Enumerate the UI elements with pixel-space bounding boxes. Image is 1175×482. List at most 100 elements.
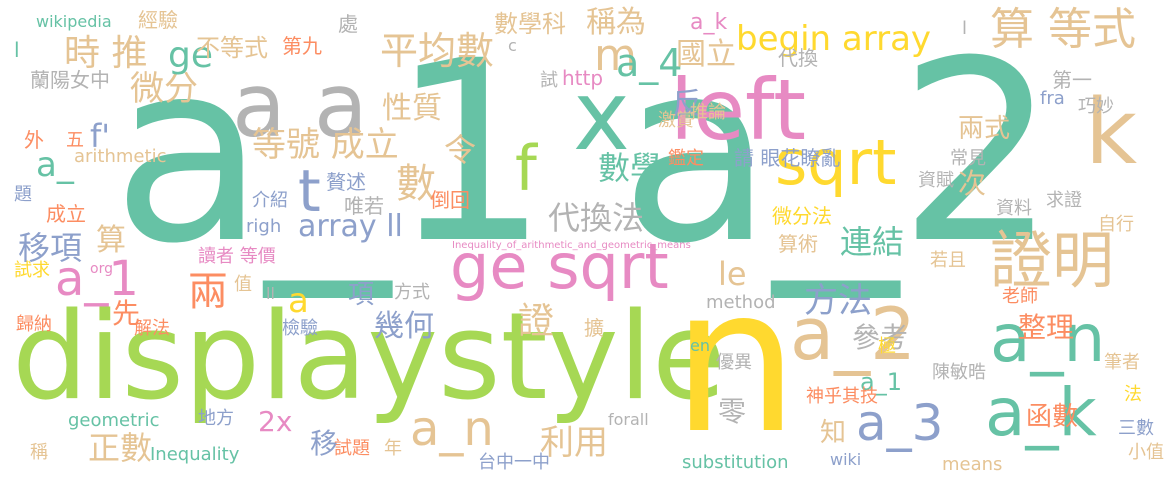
cloud-word: 歸納 — [16, 314, 52, 335]
cloud-word: 唯若 — [344, 194, 384, 218]
cloud-word: 算 — [96, 223, 126, 258]
cloud-word: left — [670, 61, 807, 159]
cloud-word: a_n — [410, 401, 494, 457]
cloud-word: 平均數 — [380, 29, 495, 73]
cloud-word: Inequality_of_arithmetic_and_geometric_m… — [452, 240, 691, 251]
cloud-word: 整理 — [1018, 311, 1075, 344]
cloud-word: 五 — [66, 130, 84, 151]
cloud-word: 自行 — [1098, 214, 1134, 235]
cloud-word: 若且 — [930, 250, 966, 271]
cloud-word: 代換 — [778, 46, 818, 70]
cloud-word: 連結 — [840, 223, 905, 261]
cloud-word: 證明 — [990, 224, 1115, 297]
cloud-word: wiki — [830, 450, 862, 469]
cloud-word: 優異 — [716, 352, 752, 373]
cloud-word: 外 — [24, 128, 44, 152]
cloud-word: 微分法 — [772, 204, 832, 228]
cloud-word: 處 — [338, 12, 358, 36]
cloud-word: k — [1085, 80, 1138, 185]
cloud-word: a_4 — [616, 41, 683, 85]
cloud-word: 檢驗 — [282, 318, 318, 339]
cloud-word: 第一 — [1052, 68, 1092, 92]
cloud-word: 台中一中 — [478, 452, 550, 473]
cloud-word: 法 — [1124, 384, 1142, 405]
cloud-word: 神乎其技 — [806, 386, 878, 407]
cloud-word: 數學科 — [494, 10, 566, 38]
cloud-word: ll — [266, 284, 275, 303]
cloud-word: forall — [608, 410, 649, 429]
cloud-word: a a — [232, 54, 368, 157]
cloud-word: f — [515, 132, 537, 205]
cloud-word: righ — [246, 216, 282, 237]
cloud-word: Inequality — [150, 444, 240, 465]
cloud-word: 算 等式 — [990, 4, 1136, 55]
cloud-word: displaystyle — [12, 288, 726, 427]
cloud-word: 贅述 — [326, 170, 366, 194]
cloud-word: sqrt — [775, 126, 897, 199]
cloud-word: 蘭陽女中 — [30, 68, 110, 92]
cloud-word: n — [672, 245, 799, 478]
cloud-word: 成立 — [46, 202, 86, 226]
cloud-word: 鑑定 — [668, 148, 704, 169]
cloud-word: 兩式 — [958, 114, 1011, 144]
cloud-word: 代換法 — [548, 199, 645, 237]
cloud-word: a_2 — [790, 292, 916, 376]
cloud-word: method — [706, 292, 776, 313]
cloud-word: a_1 — [860, 368, 902, 396]
cloud-word: 試題 — [334, 438, 370, 459]
cloud-word: 稱 — [30, 442, 48, 463]
cloud-word: le — [718, 255, 747, 293]
cloud-word: 方式 — [394, 282, 430, 303]
cloud-word: 試求 — [14, 260, 50, 281]
cloud-word: 讀者 等價 — [198, 246, 276, 267]
cloud-word: t — [298, 157, 321, 225]
cloud-word: l — [14, 38, 20, 62]
cloud-word: 請 眼花瞭亂 — [734, 146, 841, 170]
cloud-word: 推論 — [690, 102, 726, 123]
cloud-word: 試 — [540, 70, 558, 91]
cloud-word: geometric — [68, 410, 160, 431]
cloud-word: 算術 — [778, 232, 818, 256]
cloud-word: 數 — [396, 161, 436, 207]
cloud-word: a_2 — [620, 7, 1058, 298]
cloud-word: 微分 — [130, 69, 198, 109]
cloud-word: 時 推 — [64, 33, 148, 74]
cloud-word: 小值 — [1128, 442, 1164, 463]
cloud-word: 求證 — [1046, 190, 1082, 211]
cloud-word: 數學 — [598, 149, 663, 187]
cloud-word: 令 — [444, 131, 477, 169]
cloud-word: 國立 — [676, 37, 736, 72]
cloud-word: a — [288, 281, 309, 321]
cloud-word: f' — [90, 117, 111, 155]
cloud-word: 值 — [234, 274, 252, 295]
cloud-word: a_1 — [112, 7, 550, 298]
cloud-word: 先 — [112, 297, 141, 330]
cloud-word: 常見 — [950, 148, 986, 169]
cloud-word: 零 — [718, 395, 747, 428]
cloud-word: ge sqrt — [450, 230, 669, 303]
cloud-word: http — [562, 66, 604, 90]
cloud-word: 移 — [310, 427, 339, 460]
cloud-word: en — [690, 336, 710, 355]
cloud-word: 方法 — [804, 281, 872, 321]
cloud-word: 利用 — [540, 423, 608, 463]
cloud-word: array ll — [298, 209, 403, 244]
cloud-word: 移項 — [18, 229, 83, 267]
cloud-word: m — [594, 30, 637, 81]
cloud-word: 年 — [384, 438, 402, 459]
cloud-word: x — [573, 60, 630, 172]
cloud-word: 等號 成立 — [252, 125, 399, 165]
cloud-word: 陳敏晧 — [932, 362, 986, 383]
cloud-word: 擴 — [584, 316, 604, 340]
cloud-word: 稱為 — [586, 5, 646, 40]
cloud-word: a_n — [990, 300, 1106, 377]
cloud-word: 兩 — [188, 269, 228, 315]
cloud-word: 經驗 — [138, 8, 178, 32]
cloud-word: 倒回 — [430, 188, 470, 212]
cloud-word: 三數 — [1118, 418, 1154, 439]
cloud-word: fra — [1040, 88, 1065, 109]
cloud-word: means — [942, 454, 1003, 475]
cloud-word: c — [508, 36, 517, 55]
cloud-word: a_k — [985, 374, 1097, 451]
